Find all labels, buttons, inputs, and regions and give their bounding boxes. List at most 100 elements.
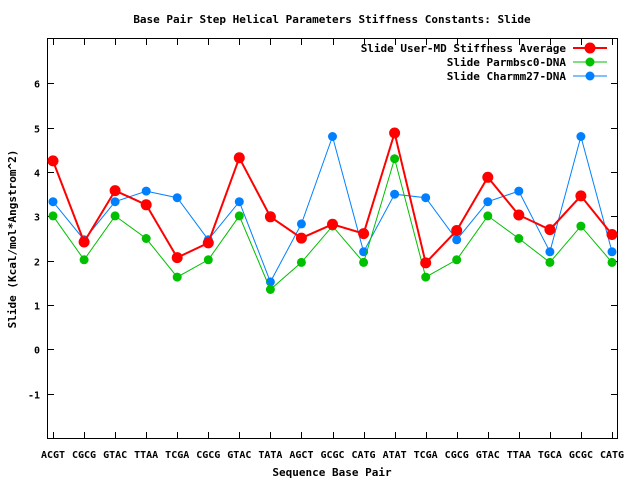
data-point [513, 209, 525, 221]
data-point [452, 235, 462, 245]
legend-entry: Slide Parmbsc0-DNA [447, 56, 607, 69]
legend-marker [584, 42, 596, 54]
y-tick-label: 0 [34, 346, 40, 357]
data-point [452, 255, 462, 265]
x-tick-label: CGCG [196, 450, 220, 461]
legend-marker [585, 57, 595, 67]
legend-marker [585, 71, 595, 81]
plot-frame [47, 38, 618, 439]
data-point [172, 272, 182, 282]
x-tick-label: TTAA [134, 450, 158, 461]
data-point [202, 237, 214, 249]
data-point [576, 132, 586, 141]
data-point [514, 186, 524, 196]
data-point [390, 154, 400, 164]
legend-label: Slide Parmbsc0-DNA [447, 56, 567, 69]
data-point [48, 197, 58, 207]
series-line [52, 134, 613, 284]
data-point [514, 234, 524, 243]
data-point [295, 232, 307, 244]
x-tick-label: ATAT [383, 450, 407, 461]
data-point [483, 197, 493, 207]
data-point [358, 228, 370, 240]
chart-title: Base Pair Step Helical Parameters Stiffn… [133, 13, 531, 26]
data-point [607, 247, 617, 257]
data-point [421, 193, 431, 203]
data-point [576, 221, 586, 231]
x-tick-label: GTAC [103, 450, 127, 461]
x-tick-label: CGCG [72, 450, 96, 461]
data-point [482, 171, 494, 183]
x-tick-label: CGCG [445, 450, 469, 461]
x-tick-label: CATG [600, 450, 624, 461]
data-point [327, 218, 338, 230]
x-tick-label: GCGC [320, 450, 344, 461]
legend-label: Slide Charmm27-DNA [447, 70, 567, 83]
legend-label: Slide User-MD Stiffness Average [361, 42, 567, 55]
legend-entry: Slide Charmm27-DNA [447, 70, 607, 83]
data-point [233, 152, 245, 164]
x-tick-label: TCGA [165, 450, 189, 461]
y-tick-label: 5 [34, 125, 40, 136]
x-tick-label: CATG [352, 450, 376, 461]
data-point [451, 225, 463, 236]
data-point [606, 229, 618, 240]
series-3 [48, 132, 617, 287]
x-tick-label: AGCT [289, 450, 313, 461]
data-point [234, 197, 244, 207]
y-axis-label: Slide (Kcal/mol*Angstrom^2) [6, 150, 19, 329]
data-point [110, 197, 120, 207]
data-point [607, 257, 617, 267]
y-tick-label: -1 [28, 391, 40, 402]
x-tick-label: TCGA [414, 450, 438, 461]
data-point [47, 155, 59, 167]
y-tick-label: 1 [34, 302, 40, 313]
data-point [79, 255, 89, 265]
data-point [545, 257, 555, 267]
data-point [141, 186, 151, 196]
y-tick-label: 3 [34, 213, 40, 224]
data-point [390, 189, 400, 199]
x-tick-label: GCGC [569, 450, 593, 461]
series-line [52, 129, 613, 265]
x-tick-label: TGCA [538, 450, 562, 461]
data-point [420, 257, 432, 269]
x-tick-label: TATA [258, 450, 282, 461]
data-point [203, 255, 213, 265]
data-point [265, 285, 275, 294]
x-tick-label: GTAC [227, 450, 251, 461]
x-tick-label: TTAA [507, 450, 531, 461]
data-point [544, 224, 556, 236]
data-point [296, 219, 306, 229]
data-point [421, 272, 431, 282]
data-point [48, 211, 58, 221]
legend-entry: Slide User-MD Stiffness Average [361, 42, 607, 55]
data-point [109, 185, 121, 197]
data-point [296, 257, 306, 267]
data-point [140, 199, 152, 211]
data-point [172, 193, 182, 203]
data-point [78, 236, 90, 248]
series-1 [47, 127, 618, 269]
y-tick-label: 2 [34, 258, 40, 269]
y-tick-label: 4 [34, 169, 40, 180]
data-point [234, 211, 244, 221]
data-point [264, 211, 276, 223]
data-point [171, 252, 183, 264]
series-layer [47, 127, 618, 294]
data-point [389, 127, 401, 139]
data-point [545, 247, 555, 257]
y-axis: -1 0 1 2 3 4 5 6 [28, 80, 617, 402]
x-axis: ACGT CGCG GTAC TTAA TCGA CGCG GTAC TATA AGCT GCGC… [41, 39, 624, 461]
data-point [110, 211, 120, 221]
data-point [575, 190, 587, 202]
x-tick-label: GTAC [476, 450, 500, 461]
data-point [359, 257, 369, 267]
data-point [328, 132, 337, 141]
y-tick-label: 6 [34, 80, 40, 91]
x-axis-label: Sequence Base Pair [272, 466, 392, 479]
data-point [483, 211, 493, 221]
x-tick-label: ACGT [41, 450, 65, 461]
